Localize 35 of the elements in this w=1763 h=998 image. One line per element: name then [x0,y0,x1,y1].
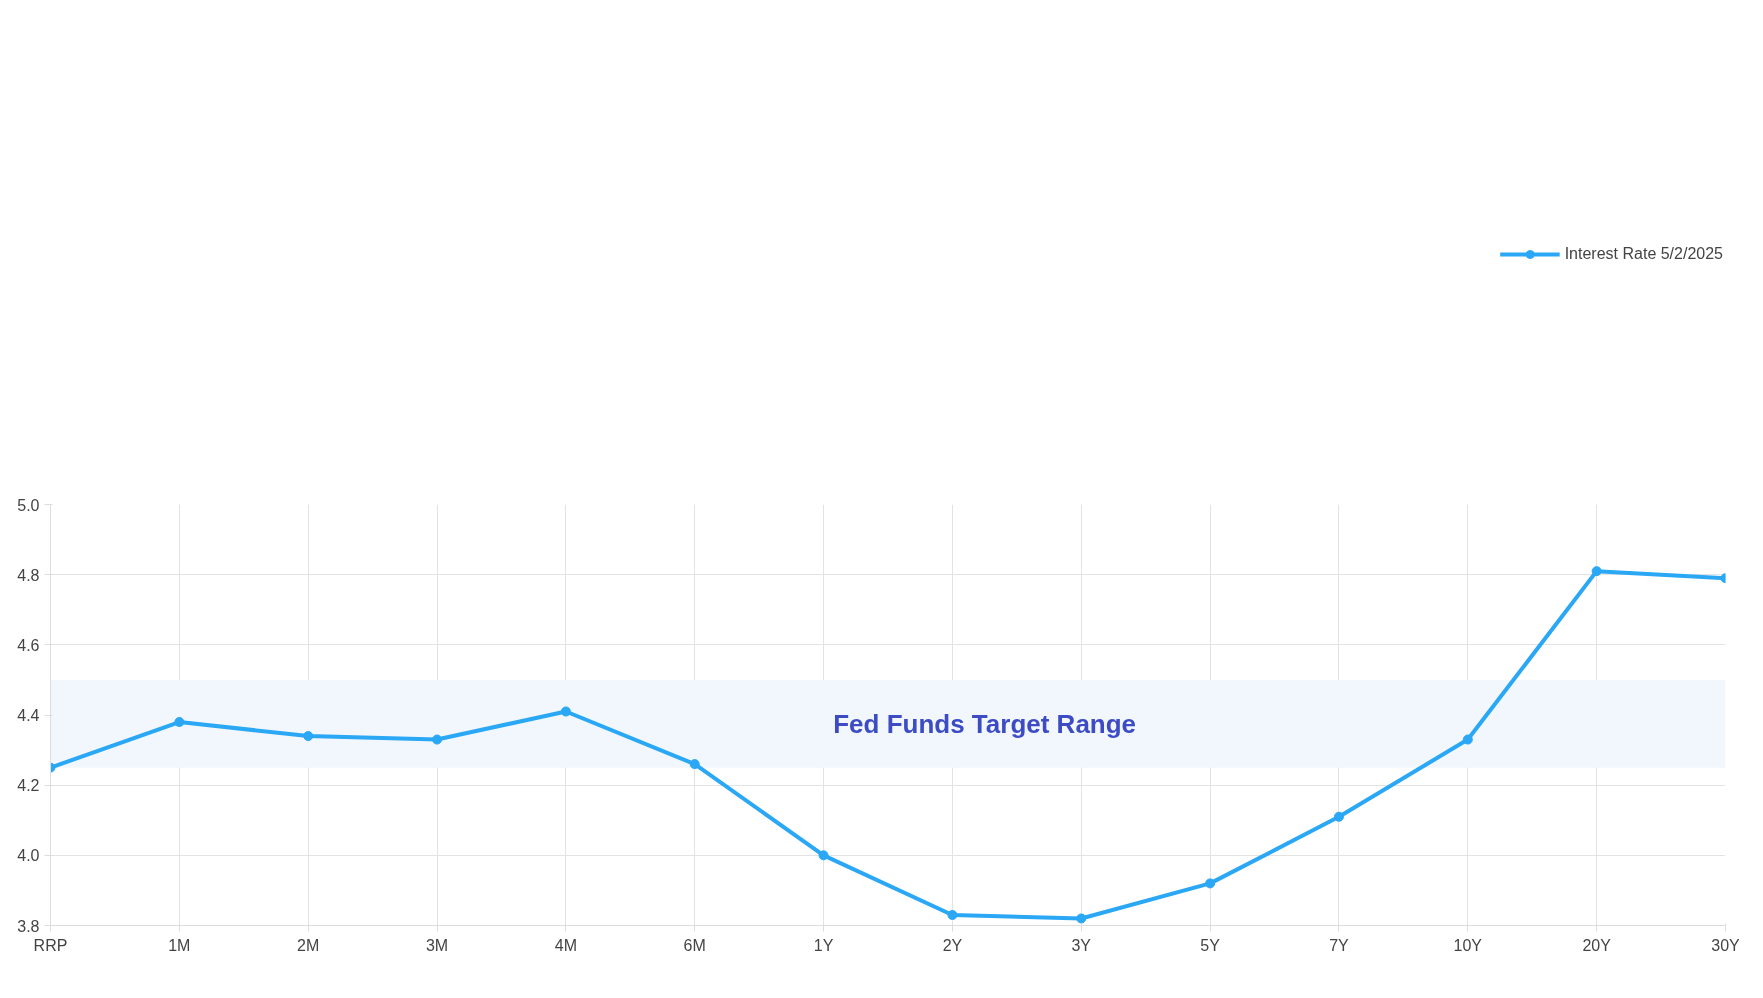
legend-label: Interest Rate 5/2/2025 [1564,245,1723,263]
point [947,909,958,920]
y-tick-label: 5.0 [17,496,40,514]
y-tick-label: 4.0 [17,847,40,865]
point [689,759,700,770]
point [560,706,571,717]
x-tick-label: 4M [554,936,578,954]
x-tick-label: 5Y [1200,936,1221,954]
x-tick-label: RRP [33,936,68,954]
band-label: Fed Funds Target Range [833,708,1137,739]
point [1205,878,1216,889]
y-tick-label: 4.6 [17,636,40,654]
x-tick-label: 2M [297,936,320,954]
point [1333,811,1344,822]
y-tick-label: 4.4 [17,707,40,724]
x-tick-label: 3Y [1071,936,1092,954]
x-tick-label: 1M [168,936,191,954]
point [174,717,185,728]
x-tick-label: 3M [425,936,449,954]
x-tick-label: 10Y [1453,936,1483,954]
point [303,731,314,742]
point [1076,913,1087,924]
y-tick-label: 3.8 [17,917,40,935]
point [1462,734,1473,745]
x-tick-label: 6M [683,936,706,954]
y-tick-label: 4.2 [17,777,40,795]
x-tick-label: 7Y [1329,936,1350,954]
y-tick-label: 4.8 [17,566,40,584]
point [1591,566,1602,577]
point [432,734,443,745]
point [818,850,829,861]
x-tick-label: 30Y [1711,936,1741,954]
x-tick-label: 2Y [942,936,963,954]
x-tick-label: 20Y [1582,936,1612,954]
x-tick-label: 1Y [813,936,834,954]
